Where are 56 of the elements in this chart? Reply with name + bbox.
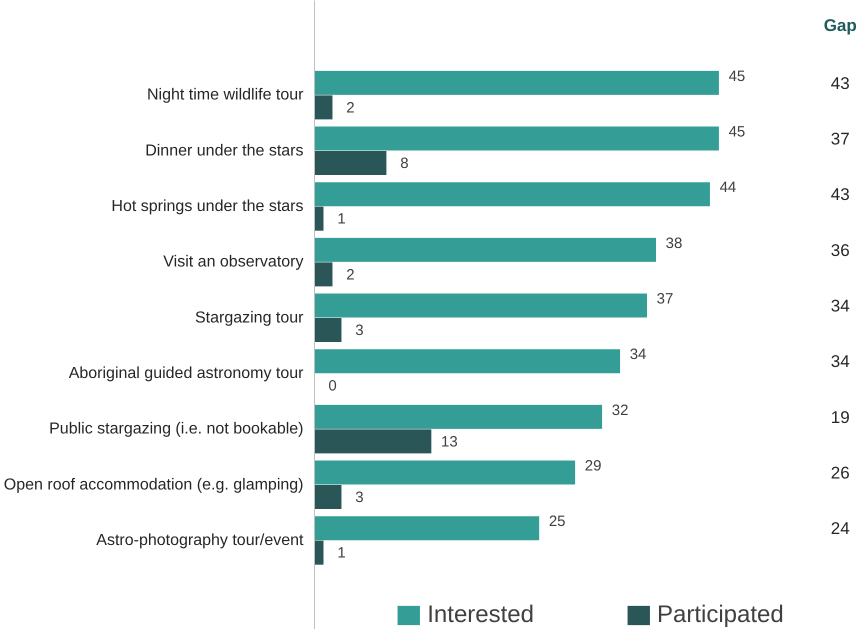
data-label: 3 <box>355 489 364 506</box>
data-label: 8 <box>400 155 409 172</box>
data-label: 38 <box>666 234 682 252</box>
data-label: 34 <box>630 346 646 364</box>
data-label: 25 <box>548 513 566 530</box>
text: 37 <box>830 130 850 149</box>
y-tick-label: Stargazing tour <box>194 309 304 326</box>
data-label: 13 <box>440 433 458 450</box>
data-label: 2 <box>346 266 355 284</box>
text: 34 <box>830 352 850 372</box>
text: 19 <box>830 408 850 427</box>
data-label: 32 <box>612 402 628 419</box>
text: 26 <box>830 464 850 483</box>
text: 43 <box>830 74 850 93</box>
text: 43 <box>830 185 850 204</box>
data-label: 44 <box>720 179 736 196</box>
bar <box>314 126 719 151</box>
bar <box>314 206 324 231</box>
bar <box>314 151 386 176</box>
text: Gap <box>824 16 857 36</box>
y-tick-label: Night time wildlife tour <box>147 86 304 104</box>
text: 36 <box>830 240 850 260</box>
data-label: 2 <box>346 99 355 116</box>
data-label: 1 <box>337 544 346 562</box>
text: 24 <box>830 519 850 538</box>
bar <box>314 404 602 429</box>
legend-label: Interested <box>427 601 534 629</box>
bar <box>314 70 719 95</box>
data-label: 45 <box>728 68 746 85</box>
data-label: 37 <box>656 290 674 308</box>
bar <box>314 516 540 540</box>
bar <box>314 349 620 374</box>
bar <box>314 294 648 318</box>
data-label: 45 <box>728 124 746 141</box>
bar <box>314 95 332 120</box>
legend-label: Participated <box>656 601 784 629</box>
bar <box>314 318 342 342</box>
bar <box>314 182 710 206</box>
y-tick-label: Visit an observatory <box>163 254 304 271</box>
y-tick-label: Open roof accommodation (e.g. glamping) <box>4 476 304 494</box>
y-tick-label: Astro-photography tour/event <box>96 532 304 549</box>
data-label: 0 <box>328 378 337 395</box>
data-label: 29 <box>584 458 602 475</box>
bar <box>314 238 656 262</box>
bar <box>314 485 342 510</box>
y-tick-label: Dinner under the stars <box>145 142 304 160</box>
text: 34 <box>830 296 850 316</box>
bar <box>314 540 324 565</box>
bar <box>314 429 432 454</box>
bar <box>314 262 332 286</box>
bar <box>314 460 576 485</box>
y-tick-label: Hot springs under the stars <box>111 198 304 215</box>
data-label: 1 <box>337 210 346 228</box>
y-tick-label: Aboriginal guided astronomy tour <box>68 364 304 382</box>
data-label: 3 <box>355 322 364 340</box>
y-tick-label: Public stargazing (i.e. not bookable) <box>49 420 304 438</box>
